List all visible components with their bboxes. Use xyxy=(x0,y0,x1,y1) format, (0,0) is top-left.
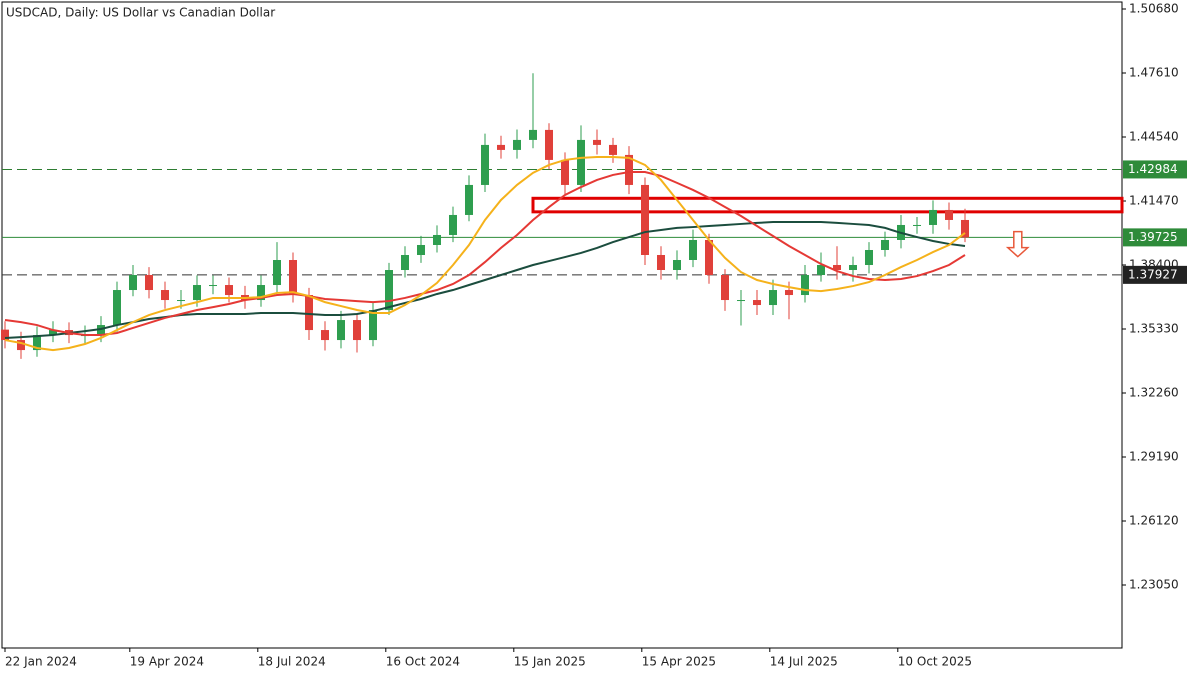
candle-body xyxy=(785,290,793,296)
candle-body xyxy=(817,265,825,276)
candle-body xyxy=(417,244,425,255)
candle-body xyxy=(545,129,553,160)
x-tick-label: 10 Oct 2025 xyxy=(898,655,972,669)
candle-body xyxy=(145,275,153,291)
candle-body xyxy=(33,335,41,351)
candle-body xyxy=(337,320,345,341)
candle-body xyxy=(721,275,729,301)
level-label-bg xyxy=(1123,265,1187,284)
candle-body xyxy=(225,285,233,296)
candle-body xyxy=(881,239,889,250)
candle-body xyxy=(833,265,841,271)
candle-body xyxy=(561,159,569,185)
candle-body xyxy=(641,184,649,255)
down-arrow xyxy=(1005,230,1030,258)
candle-body xyxy=(385,270,393,311)
candle-body xyxy=(769,290,777,306)
x-tick-label: 16 Oct 2024 xyxy=(386,655,460,669)
candle-body xyxy=(177,300,185,302)
level-label-bg xyxy=(1123,228,1187,247)
level-label: 1.42984 xyxy=(1128,162,1178,176)
candle-body xyxy=(273,260,281,286)
y-tick-label: 1.44540 xyxy=(1129,130,1179,144)
candle-body xyxy=(353,320,361,341)
y-tick-label: 1.23050 xyxy=(1129,578,1179,592)
candle-body xyxy=(481,144,489,185)
x-tick-label: 14 Jul 2025 xyxy=(770,655,838,669)
x-tick-label: 18 Jul 2024 xyxy=(258,655,326,669)
candle-body xyxy=(625,154,633,185)
level-label-bg xyxy=(1123,160,1187,179)
candle-body xyxy=(161,290,169,301)
candle-body xyxy=(17,340,25,351)
candle-body xyxy=(97,325,105,336)
candle-body xyxy=(673,260,681,271)
candle-body xyxy=(737,300,745,302)
candle-body xyxy=(465,184,473,215)
moving-average xyxy=(4,171,966,337)
candle-body xyxy=(689,239,697,261)
candle-body xyxy=(305,295,313,331)
candle-body xyxy=(257,285,265,301)
y-tick-label: 1.35330 xyxy=(1129,322,1179,336)
candle-body xyxy=(401,254,409,271)
level-label: 1.37927 xyxy=(1128,267,1178,281)
x-tick-label: 19 Apr 2024 xyxy=(130,655,204,669)
candle-body xyxy=(801,275,809,296)
x-tick-label: 22 Jan 2024 xyxy=(5,655,77,669)
candle-body xyxy=(113,290,121,326)
x-tick-label: 15 Apr 2025 xyxy=(642,655,716,669)
level-label: 1.39725 xyxy=(1128,230,1178,244)
y-tick-label: 1.32260 xyxy=(1129,386,1179,400)
candle-body xyxy=(849,265,857,271)
candle-body xyxy=(577,139,585,185)
candle-body xyxy=(961,219,969,238)
candle-body xyxy=(321,330,329,341)
candle-body xyxy=(753,300,761,306)
y-tick-label: 1.29190 xyxy=(1129,450,1179,464)
candle-body xyxy=(449,214,457,235)
candle-body xyxy=(929,209,937,225)
candle-body xyxy=(657,254,665,271)
candle-body xyxy=(609,144,617,155)
candle-body xyxy=(945,209,953,220)
candle-body xyxy=(865,249,873,266)
candle-body xyxy=(593,139,601,145)
candle-body xyxy=(497,144,505,150)
candle-body xyxy=(529,129,537,140)
candle-body xyxy=(289,260,297,296)
moving-average xyxy=(4,156,966,352)
candle-body xyxy=(513,139,521,150)
resistance-zone xyxy=(531,196,1124,214)
y-tick-label: 1.26120 xyxy=(1129,514,1179,528)
x-tick-label: 15 Jan 2025 xyxy=(514,655,586,669)
candle-body xyxy=(433,234,441,245)
candle-body xyxy=(1,329,9,341)
y-tick-label: 1.47610 xyxy=(1129,66,1179,80)
candle-body xyxy=(129,275,137,291)
candle-body xyxy=(369,310,377,341)
candle-body xyxy=(209,285,217,287)
y-tick-label: 1.50680 xyxy=(1129,2,1179,16)
candle-body xyxy=(705,239,713,276)
chart-title: USDCAD, Daily: US Dollar vs Canadian Dol… xyxy=(6,6,275,20)
y-tick-label: 1.41470 xyxy=(1129,194,1179,208)
candle-body xyxy=(49,330,57,336)
candle-body xyxy=(193,285,201,301)
candle-body xyxy=(913,224,921,226)
plot-frame xyxy=(1,1,1123,649)
